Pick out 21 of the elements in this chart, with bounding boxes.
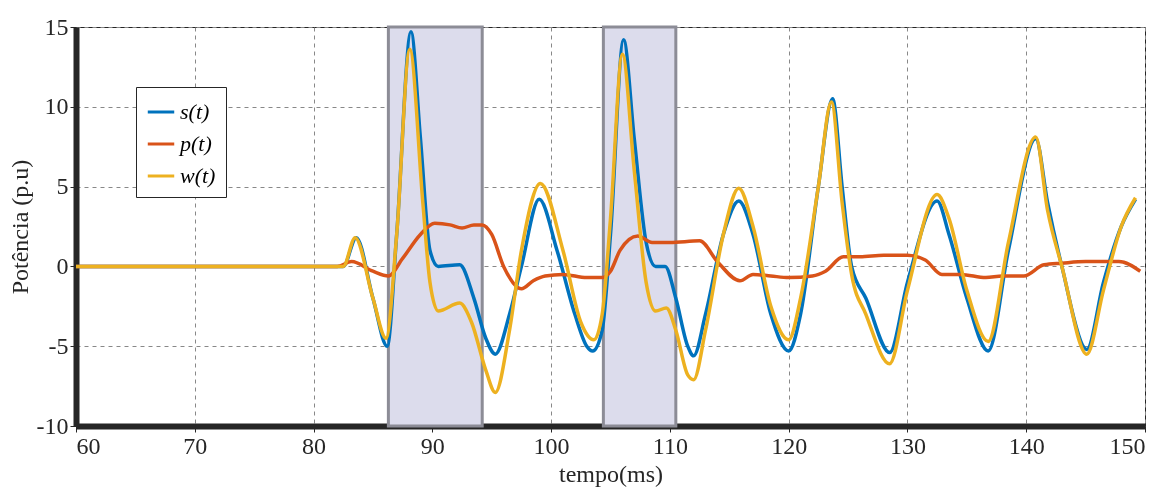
x-tick-label: 70: [183, 432, 208, 459]
x-tick-label: 80: [302, 432, 327, 459]
x-axis-title: tempo(ms): [559, 460, 663, 487]
x-tick-label: 120: [771, 432, 808, 459]
y-tick-label: -5: [48, 332, 69, 359]
x-tick-label: 60: [76, 432, 101, 459]
x-tick-label: 90: [420, 432, 445, 459]
legend-label: s(t): [180, 99, 210, 124]
y-tick-label: -10: [36, 412, 69, 439]
y-axis-title: Potência (p.u): [6, 159, 33, 295]
y-tick-label: 0: [56, 252, 69, 279]
x-tick-label: 100: [533, 432, 570, 459]
x-tick-label: 130: [889, 432, 926, 459]
legend-label: p(t): [178, 131, 212, 156]
y-tick-label: 10: [44, 93, 69, 120]
y-tick-label: 5: [56, 173, 69, 200]
legend-label: w(t): [180, 163, 216, 188]
x-tick-label: 150: [1109, 432, 1146, 459]
x-tick-label: 140: [1008, 432, 1045, 459]
x-tick-label: 110: [652, 432, 688, 459]
y-tick-label: 15: [44, 13, 69, 40]
